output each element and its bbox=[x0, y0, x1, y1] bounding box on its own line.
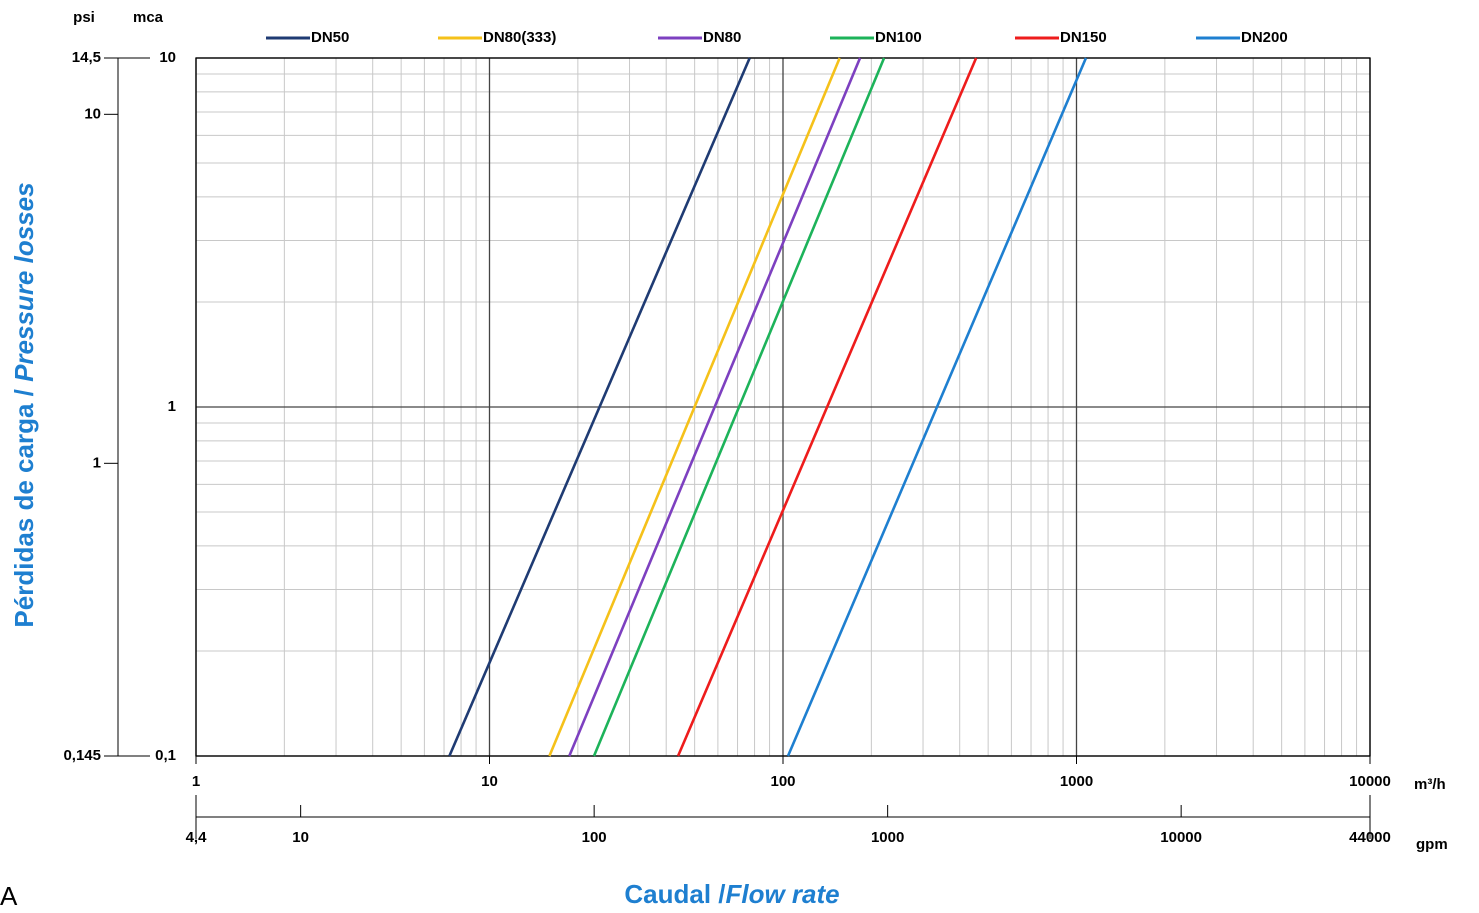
series-line bbox=[548, 57, 841, 757]
gpm-tick-label: 44000 bbox=[1349, 829, 1391, 846]
x-unit: m³/h bbox=[1414, 776, 1446, 793]
mca-unit: mca bbox=[133, 9, 164, 26]
psi-tick-label: 1 bbox=[93, 454, 101, 471]
series-line bbox=[786, 57, 1088, 757]
legend-label: DN150 bbox=[1060, 29, 1107, 46]
x-tick-label: 10000 bbox=[1349, 773, 1391, 790]
x-title-main: Caudal / bbox=[624, 879, 725, 909]
legend-label: DN100 bbox=[875, 29, 922, 46]
gpm-tick-label: 10 bbox=[292, 829, 309, 846]
series-line bbox=[676, 57, 978, 757]
x-tick-label: 100 bbox=[770, 773, 795, 790]
gpm-tick-label: 10000 bbox=[1160, 829, 1202, 846]
x-axis-title: Caudal /Flow rate bbox=[624, 879, 839, 909]
y-tick-label: 0,1 bbox=[155, 747, 176, 764]
note: A bbox=[0, 881, 18, 911]
x-tick-label: 1000 bbox=[1060, 773, 1093, 790]
series-line bbox=[448, 57, 751, 757]
y-tick-label: 10 bbox=[159, 49, 176, 66]
gpm-tick-label: 1000 bbox=[871, 829, 904, 846]
x-tick-label: 10 bbox=[481, 773, 498, 790]
y-tick-label: 1 bbox=[168, 398, 176, 415]
legend-label: DN80(333) bbox=[483, 29, 556, 46]
y-axis-title: Pérdidas de carga / Pressure losses bbox=[9, 182, 39, 627]
psi-unit: psi bbox=[73, 9, 95, 26]
plot-border bbox=[195, 57, 1371, 757]
gpm-tick-label: 100 bbox=[582, 829, 607, 846]
gpm-unit: gpm bbox=[1416, 836, 1448, 853]
psi-tick-label: 0,145 bbox=[63, 747, 101, 764]
y-title-italic: Pressure losses bbox=[9, 182, 39, 381]
series-line bbox=[568, 57, 862, 757]
gpm-tick-label: 4,4 bbox=[186, 829, 208, 846]
psi-tick-label: 10 bbox=[84, 105, 101, 122]
psi-tick-label: 14,5 bbox=[72, 49, 101, 66]
x-tick-label: 1 bbox=[192, 773, 200, 790]
legend-label: DN80 bbox=[703, 29, 741, 46]
legend-label: DN200 bbox=[1241, 29, 1288, 46]
series-line bbox=[592, 57, 886, 757]
x-title-italic: Flow rate bbox=[726, 879, 840, 909]
y-title-main: Pérdidas de carga / bbox=[9, 382, 39, 628]
legend-label: DN50 bbox=[311, 29, 349, 46]
